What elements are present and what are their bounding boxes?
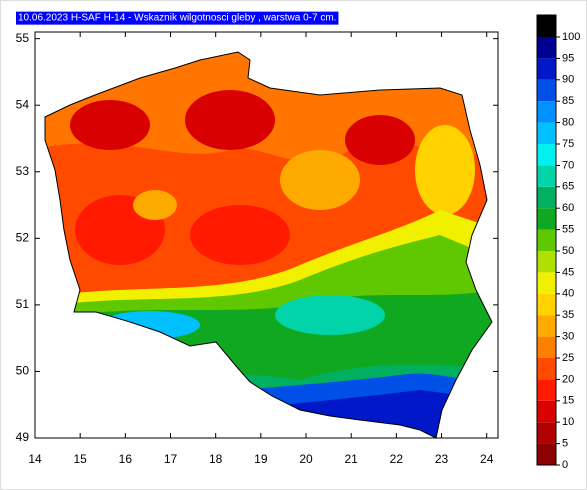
colorbar-segment — [537, 443, 556, 465]
colorbar-segment — [537, 272, 556, 294]
country-border — [44, 51, 493, 439]
y-tick-label: 50 — [16, 364, 30, 378]
x-tick-label: 19 — [254, 452, 268, 466]
colorbar-segment — [537, 229, 556, 251]
y-tick-label: 54 — [16, 97, 30, 111]
plot-frame — [34, 31, 499, 439]
colorbar-label: 30 — [562, 331, 574, 343]
colorbar-segment — [537, 79, 556, 102]
colorbar-segment — [537, 186, 556, 209]
colorbar-segment — [537, 208, 556, 230]
colorbar-segment — [537, 379, 556, 401]
colorbar-label: 0 — [562, 459, 568, 471]
colorbar-segment — [537, 422, 556, 444]
x-tick-label: 22 — [390, 452, 404, 466]
colorbar-label: 5 — [562, 438, 568, 450]
x-tick-label: 17 — [164, 452, 178, 466]
y-tick-label: 52 — [16, 230, 30, 244]
colorbar-label: 55 — [562, 224, 574, 236]
x-tick-label: 23 — [435, 452, 449, 466]
colorbar-label: 75 — [562, 138, 574, 150]
colorbar-label: 40 — [562, 288, 574, 300]
y-tick-label: 51 — [16, 297, 30, 311]
x-tick-label: 18 — [209, 452, 223, 466]
colorbar-label: 25 — [562, 352, 574, 364]
colorbar-label: 70 — [562, 159, 574, 171]
colorbar-label: 65 — [562, 181, 574, 193]
x-tick-label: 15 — [73, 452, 87, 466]
colorbar-label: 45 — [562, 266, 574, 278]
y-tick-label: 53 — [16, 164, 30, 178]
colorbar-label: 90 — [562, 74, 574, 86]
colorbar-label: 15 — [562, 395, 574, 407]
title-background — [16, 11, 339, 25]
colorbar-segment — [537, 251, 556, 273]
colorbar-segment — [537, 336, 556, 358]
x-tick-label: 21 — [345, 452, 359, 466]
colorbar-label: 60 — [562, 202, 574, 214]
y-tick-label: 49 — [16, 430, 30, 444]
colorbar-segment — [537, 315, 556, 337]
colorbar-segment — [537, 37, 556, 59]
colorbar-segment — [537, 165, 556, 187]
x-tick-label: 24 — [480, 452, 494, 466]
colorbar-label: 10 — [562, 416, 574, 428]
colorbar-segment — [537, 358, 556, 380]
colorbar-label: 80 — [562, 117, 574, 129]
colorbar-label: 20 — [562, 373, 574, 385]
colorbar-segment — [537, 122, 556, 144]
x-tick-label: 16 — [119, 452, 133, 466]
colorbar-label: 35 — [562, 309, 574, 321]
colorbar-segment — [537, 15, 556, 37]
colorbar-segment — [537, 400, 556, 423]
colorbar-label: 85 — [562, 95, 574, 107]
colorbar-label: 50 — [562, 245, 574, 257]
y-tick-label: 55 — [16, 31, 30, 45]
colorbar-label: 100 — [562, 31, 580, 43]
colorbar-segment — [537, 144, 556, 166]
map-title: 10.06.2023 H-SAF H-14 - Wskaznik wilgotn… — [18, 13, 336, 24]
colorbar-segment — [537, 101, 556, 123]
colorbar-label: 95 — [562, 52, 574, 64]
x-tick-label: 14 — [28, 452, 42, 466]
x-tick-label: 20 — [299, 452, 313, 466]
colorbar-segment — [537, 293, 556, 316]
colorbar-segment — [537, 58, 556, 80]
colorbar-frame — [536, 14, 557, 466]
